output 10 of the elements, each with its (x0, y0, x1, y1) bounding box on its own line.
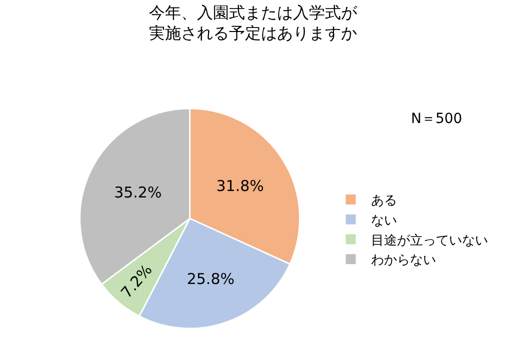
data-label: 35.2% (114, 183, 162, 202)
data-label: 31.8% (216, 177, 264, 196)
legend-label: ある (370, 194, 397, 209)
data-label: 25.8% (186, 270, 234, 288)
chart-subtitle: 実施される予定はありますか (149, 24, 357, 43)
text: N＝500 (411, 111, 462, 127)
legend-label: ない (370, 213, 397, 228)
legend-label: わからない (370, 253, 436, 268)
legend-label: 目途が立っていない (370, 232, 488, 248)
chart-title: 今年、入園式または入学式が (149, 2, 358, 22)
